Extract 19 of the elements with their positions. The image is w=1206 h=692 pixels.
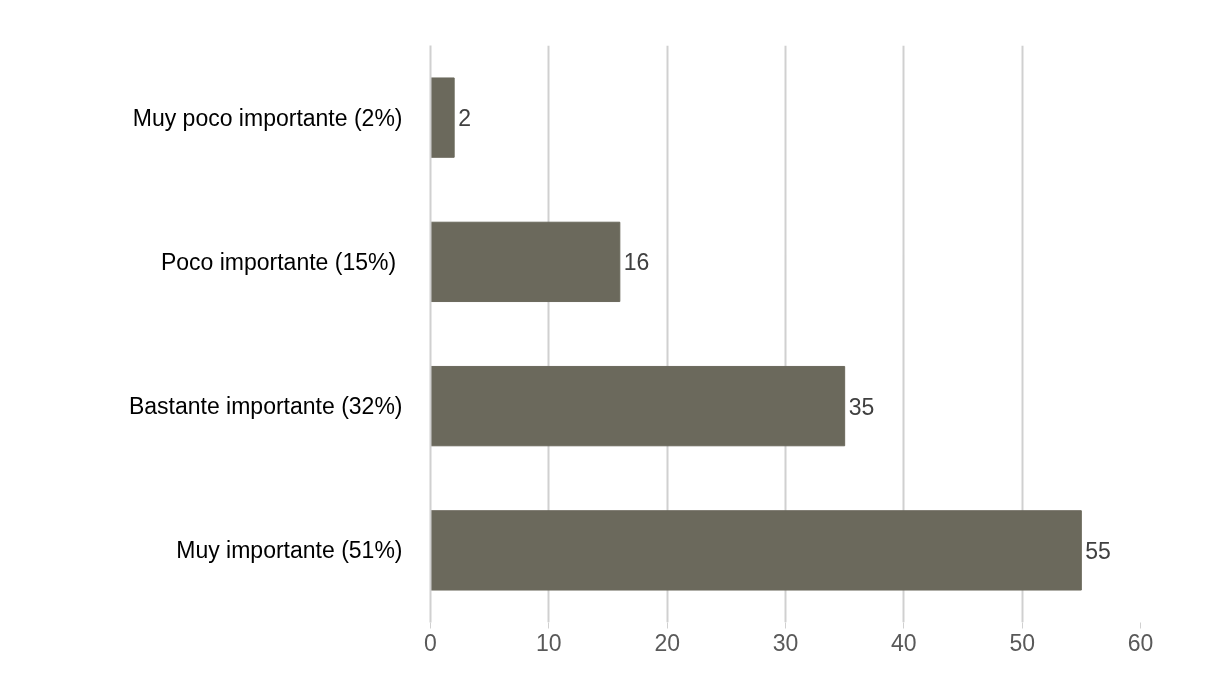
bar <box>430 221 621 303</box>
data-label: 16 <box>623 249 650 276</box>
y-tick-label: Bastante importante (32%) <box>128 393 403 420</box>
data-label: 35 <box>848 393 875 420</box>
x-tick-label: 40 <box>891 629 917 656</box>
x-tick-label: 50 <box>1009 629 1035 656</box>
data-label: 55 <box>1085 537 1111 564</box>
bar <box>430 510 1082 591</box>
x-tick-label: 30 <box>772 629 799 656</box>
data-label: 2 <box>458 105 471 132</box>
y-tick-label: Muy importante (51%) <box>176 537 403 564</box>
x-tick-label: 60 <box>1127 629 1154 656</box>
bar <box>430 77 455 158</box>
x-tick-label: 10 <box>536 629 562 656</box>
x-tick-label: 20 <box>654 629 680 656</box>
x-tick-label: 0 <box>424 629 437 656</box>
y-tick-label: Muy poco importante (2%) <box>132 104 403 131</box>
y-tick-label: Poco importante (15%) <box>160 248 397 275</box>
bar <box>430 365 846 447</box>
